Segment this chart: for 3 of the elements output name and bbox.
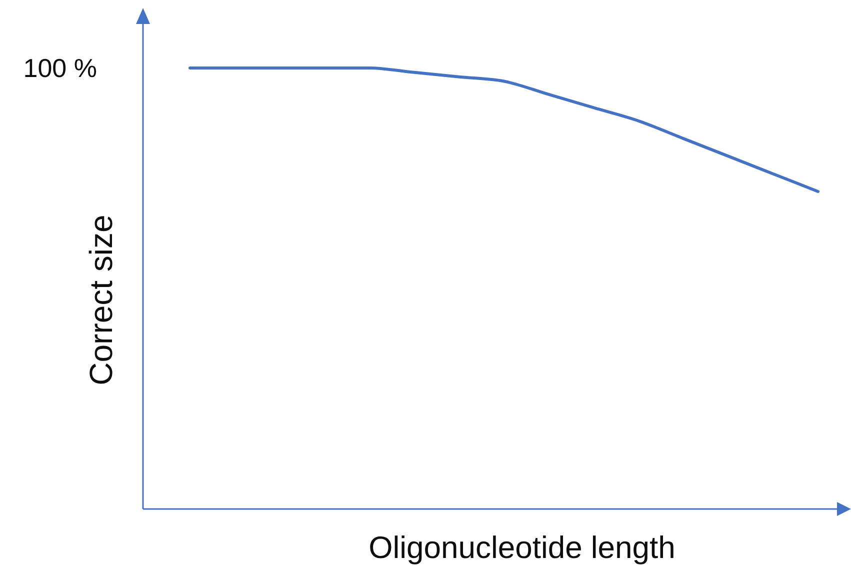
- y-axis-title: Correct size: [83, 214, 119, 386]
- text: 100 %: [23, 53, 97, 84]
- x-axis-title: Oligonucleotide length: [368, 530, 676, 565]
